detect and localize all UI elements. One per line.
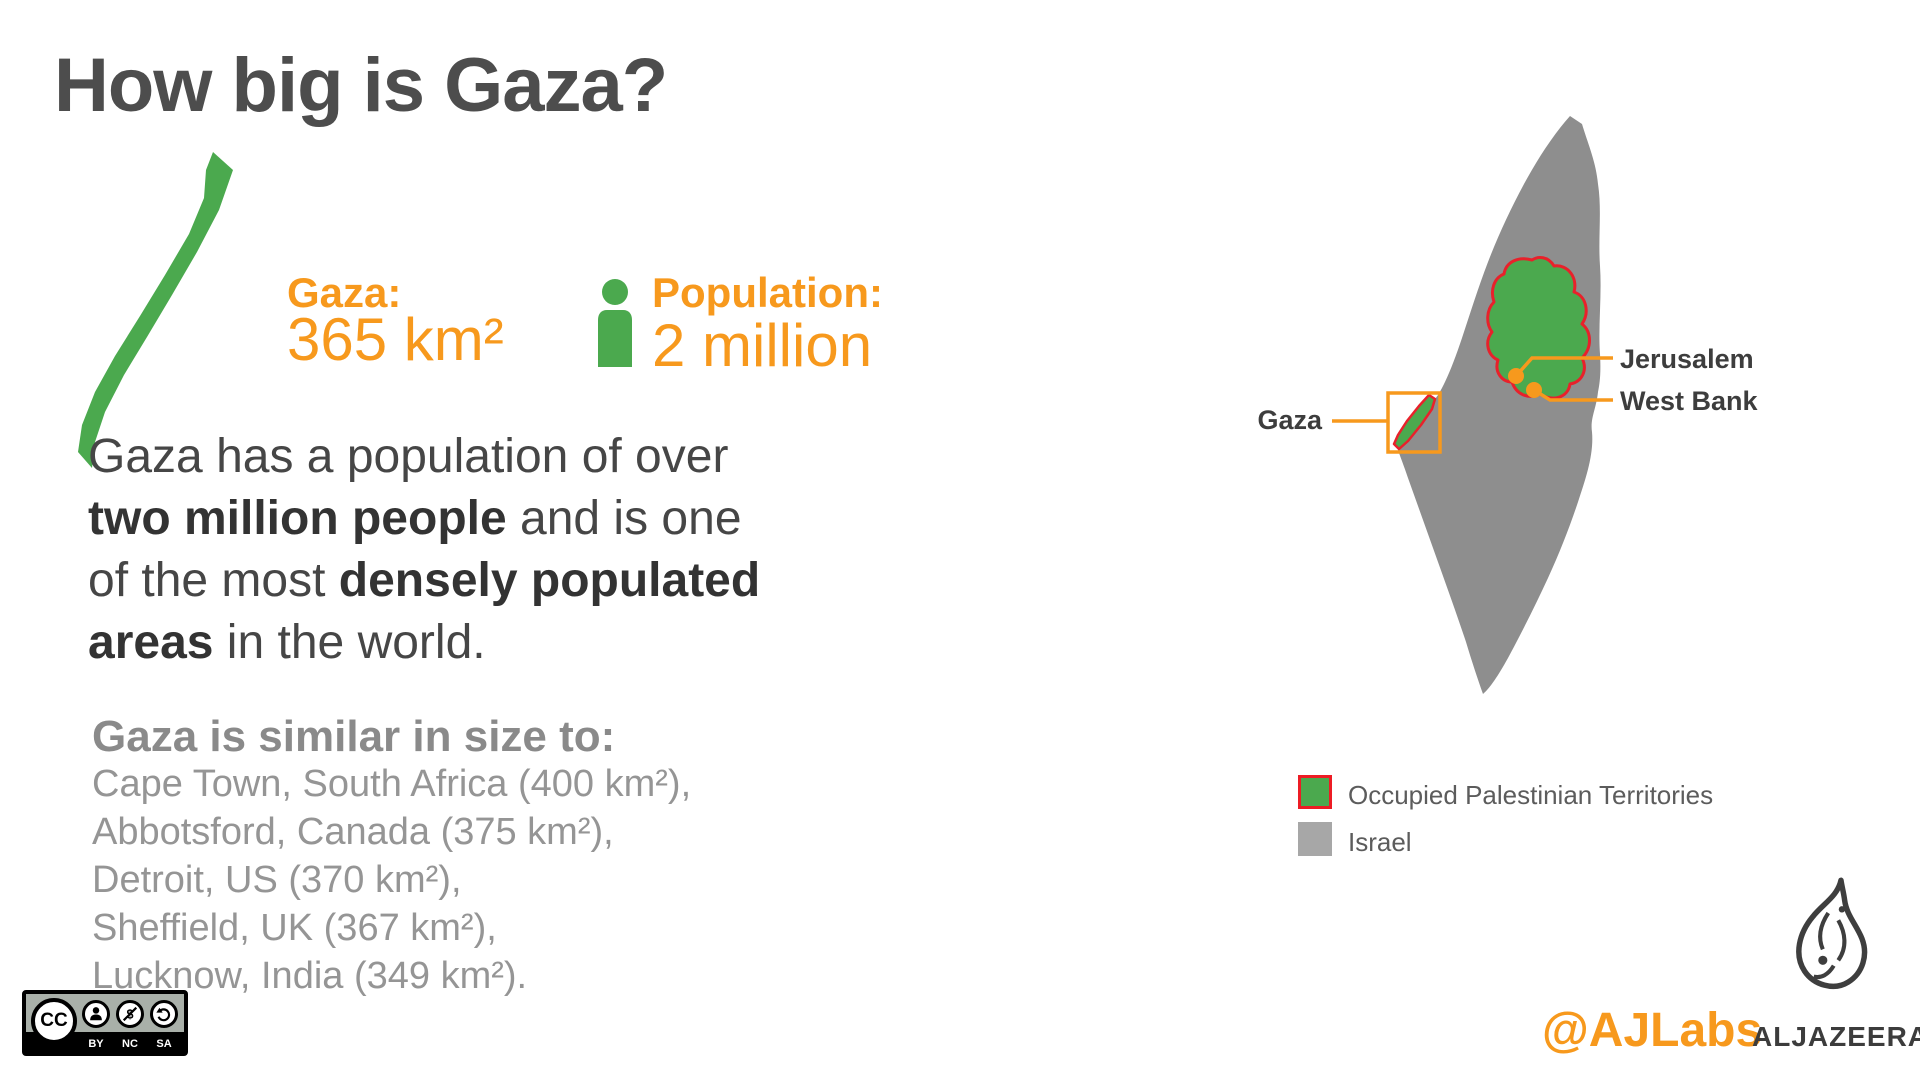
jerusalem-marker-dot <box>1508 368 1524 384</box>
paragraph-text: Gaza has a population of over <box>88 430 729 483</box>
aljazeera-logo-icon <box>1796 877 1868 989</box>
paragraph-text-bold: densely populated <box>338 554 761 607</box>
paragraph-line: areas in the world. <box>88 612 760 674</box>
area-stat-value: 365 km² <box>287 306 504 373</box>
west-bank-shape <box>1486 256 1591 400</box>
paragraph-text-bold: two million people <box>88 492 507 545</box>
paragraph-text-bold: areas <box>88 616 214 669</box>
map-label-gaza: Gaza <box>1257 405 1322 435</box>
west-bank-marker-dot <box>1526 382 1542 398</box>
israel-palestine-map <box>1332 116 1613 694</box>
list-item: Sheffield, UK (367 km²), <box>92 907 497 949</box>
paragraph-text: in the world. <box>213 616 486 669</box>
paragraph-text: and is one <box>506 492 742 545</box>
area-stat-label: Gaza: <box>287 269 402 316</box>
legend-label-palestinian-territories: Occupied Palestinian Territories <box>1348 780 1714 810</box>
jerusalem-connector-line <box>1514 356 1613 378</box>
paragraph-line: two million people and is one <box>88 488 760 550</box>
ajlabs-handle: @AJLabs <box>1542 1004 1763 1057</box>
cc-nc-label: NC <box>122 1038 138 1050</box>
gaza-strip-map-shape <box>1392 393 1437 451</box>
aljazeera-wordmark: ALJAZEERA <box>1752 1021 1920 1052</box>
sa-arrow-icon <box>150 1000 178 1028</box>
paragraph-text: of the most <box>88 554 339 607</box>
body-paragraph: Gaza has a population of over two millio… <box>88 426 760 674</box>
legend-swatch-israel <box>1298 822 1332 856</box>
similar-heading: Gaza is similar in size to: <box>92 712 616 761</box>
list-item: Cape Town, South Africa (400 km²), <box>92 763 692 805</box>
cc-sa-label: SA <box>156 1038 172 1050</box>
map-label-west-bank: West Bank <box>1620 386 1758 416</box>
population-stat-label: Population: <box>652 269 883 316</box>
legend-label-israel: Israel <box>1348 827 1412 857</box>
similar-list: Cape Town, South Africa (400 km²), Abbot… <box>92 760 691 1000</box>
list-item: Abbotsford, Canada (375 km²), <box>92 811 614 853</box>
gaza-strip-silhouette <box>78 152 233 468</box>
cc-by-label: BY <box>88 1038 104 1050</box>
paragraph-line: Gaza has a population of over <box>88 426 760 488</box>
nc-dollar-icon: $ <box>116 1000 144 1028</box>
population-stat-value: 2 million <box>652 312 873 379</box>
cc-license-badge: CC $ BY NC SA <box>22 990 188 1056</box>
paragraph-line: of the most densely populated <box>88 550 760 612</box>
by-person-icon <box>82 1000 110 1028</box>
page-title: How big is Gaza? <box>54 43 668 128</box>
cc-icon: CC <box>31 998 77 1044</box>
map-label-jerusalem: Jerusalem <box>1620 344 1754 374</box>
person-icon <box>598 279 632 367</box>
list-item: Detroit, US (370 km²), <box>92 859 462 901</box>
legend-swatch-palestinian-territories <box>1298 775 1332 809</box>
